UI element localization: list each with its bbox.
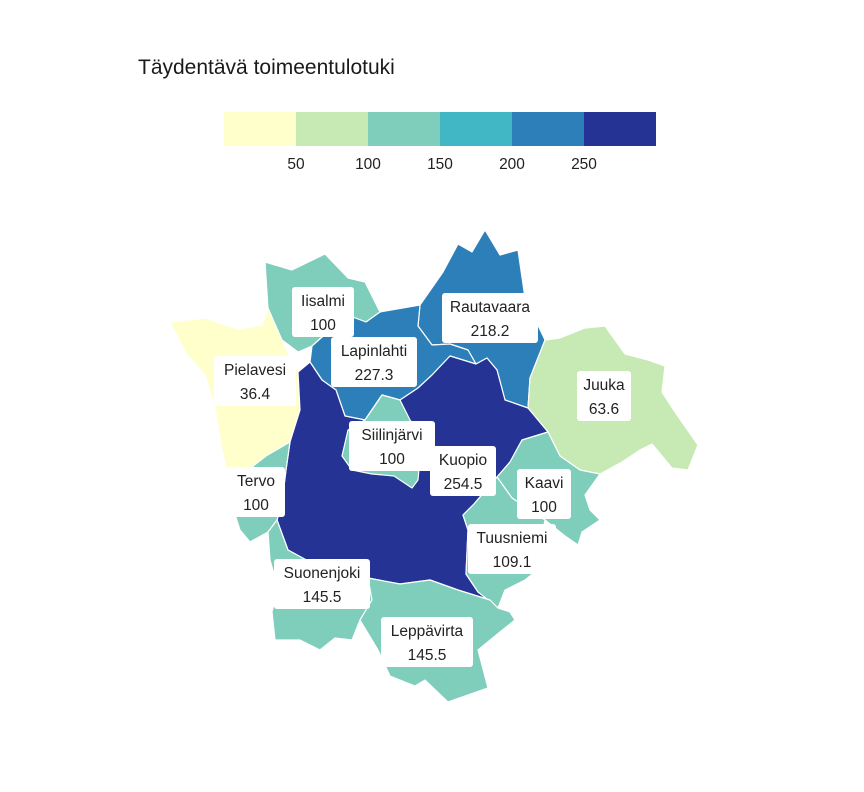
legend-tick-label: 50	[287, 156, 305, 173]
label-box	[381, 617, 473, 667]
legend-bin	[368, 112, 440, 146]
label-box	[331, 337, 417, 387]
region-label-suonenjoki: Suonenjoki 145.5	[274, 559, 370, 609]
color-legend: 50 100 150 200 250	[224, 112, 656, 173]
region-value: 145.5	[408, 647, 447, 664]
region-value: 145.5	[303, 589, 342, 606]
region-name: Kuopio	[439, 452, 487, 469]
legend-ticks: 50 100 150 200 250	[287, 156, 597, 173]
region-label-tervo: Tervo 100	[227, 467, 285, 517]
map-title: Täydentävä toimeentulotuki	[138, 56, 395, 79]
label-box	[430, 446, 496, 496]
label-box	[442, 293, 538, 343]
region-name: Lapinlahti	[341, 343, 407, 360]
region-value: 218.2	[471, 323, 510, 340]
legend-bin	[440, 112, 512, 146]
legend-bin	[296, 112, 368, 146]
legend-bins	[224, 112, 656, 146]
region-label-iisalmi: Iisalmi 100	[292, 287, 354, 337]
region-name: Tervo	[237, 473, 275, 490]
region-value: 100	[531, 499, 557, 516]
region-name: Suonenjoki	[284, 565, 361, 582]
region-label-lapinlahti: Lapinlahti 227.3	[331, 337, 417, 387]
region-label-kuopio: Kuopio 254.5	[430, 446, 496, 496]
region-label-kaavi: Kaavi 100	[517, 469, 571, 519]
region-value: 109.1	[493, 554, 532, 571]
region-label-siilinjarvi: Siilinjärvi 100	[349, 421, 435, 471]
region-value: 227.3	[355, 367, 394, 384]
region-name: Juuka	[583, 377, 625, 394]
label-box	[292, 287, 354, 337]
region-label-juuka: Juuka 63.6	[577, 371, 631, 421]
region-label-pielavesi: Pielavesi 36.4	[214, 356, 296, 406]
region-label-rautavaara: Rautavaara 218.2	[442, 293, 538, 343]
region-name: Siilinjärvi	[361, 427, 422, 444]
legend-tick-label: 250	[571, 156, 597, 173]
label-box	[577, 371, 631, 421]
label-box	[517, 469, 571, 519]
label-box	[468, 524, 556, 574]
region-label-leppavirta: Leppävirta 145.5	[381, 617, 473, 667]
region-value: 254.5	[444, 476, 483, 493]
region-value: 100	[379, 451, 405, 468]
region-name: Rautavaara	[450, 299, 531, 316]
legend-bin	[224, 112, 296, 146]
region-name: Tuusniemi	[477, 530, 548, 547]
region-label-tuusniemi: Tuusniemi 109.1	[468, 524, 556, 574]
legend-bin	[584, 112, 656, 146]
legend-tick-label: 200	[499, 156, 525, 173]
region-name: Kaavi	[525, 475, 564, 492]
label-box	[274, 559, 370, 609]
label-box	[349, 421, 435, 471]
region-value: 100	[310, 317, 336, 334]
legend-tick-label: 100	[355, 156, 381, 173]
label-box	[227, 467, 285, 517]
region-value: 63.6	[589, 401, 619, 418]
legend-tick-label: 150	[427, 156, 453, 173]
region-value: 100	[243, 497, 269, 514]
legend-bin	[512, 112, 584, 146]
label-box	[214, 356, 296, 406]
region-name: Iisalmi	[301, 293, 345, 310]
region-name: Leppävirta	[391, 623, 464, 640]
region-value: 36.4	[240, 386, 271, 403]
region-name: Pielavesi	[224, 362, 286, 379]
